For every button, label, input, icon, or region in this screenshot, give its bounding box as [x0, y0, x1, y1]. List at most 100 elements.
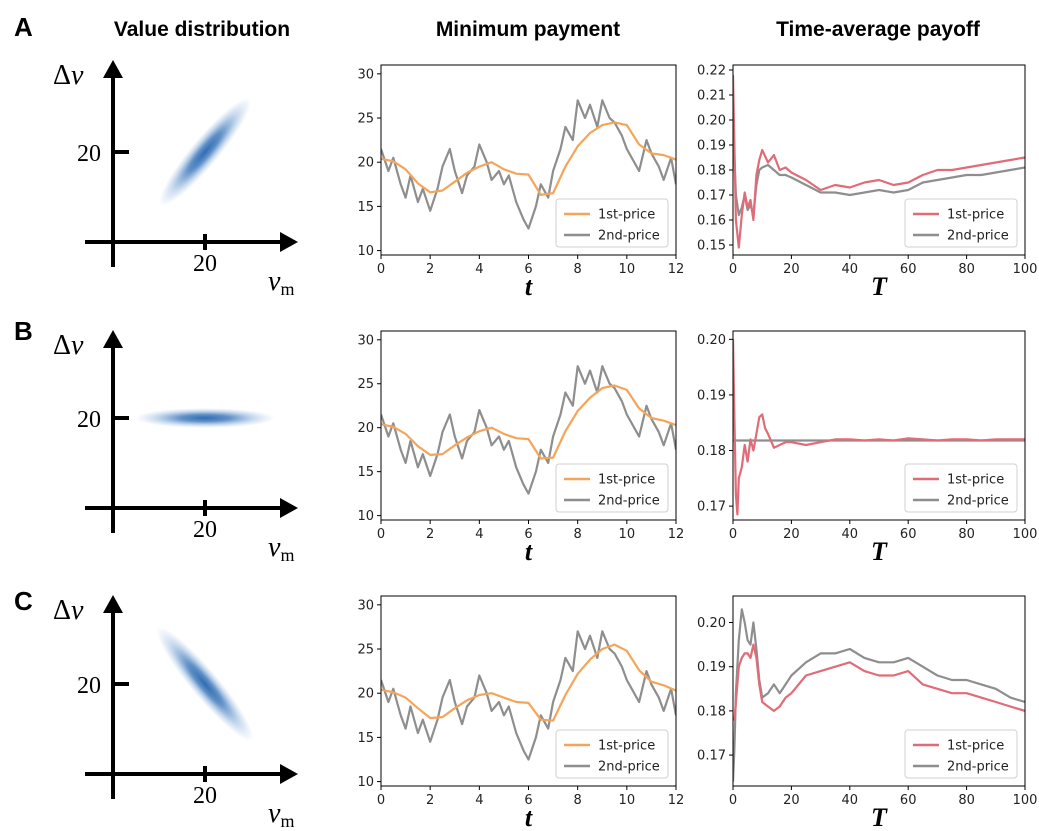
series-line-first-price [381, 384, 676, 460]
y-axis-label-var: v [71, 60, 84, 91]
y-tick-label: 0.20 [697, 333, 726, 348]
y-axis-label-var: v [71, 595, 84, 626]
y-tick-label: 0.17 [697, 749, 726, 764]
x-tick-label: 6 [524, 262, 532, 277]
series-line-first-price [733, 74, 1025, 249]
distribution-blob [156, 626, 254, 742]
x-tick-label: 4 [475, 262, 483, 277]
x-tick-label: 10 [619, 527, 636, 542]
distribution-blob [135, 408, 275, 428]
series-line-second-price [381, 630, 676, 761]
legend-label: 2nd-price [947, 760, 1009, 775]
x-tick-label: 20 [783, 527, 800, 542]
y-tick-label: 10 [357, 775, 374, 790]
payoff-chart-b: 0 20 40 60 80 100 0.17 0.18 0.19 0.20 T 1st-price 2n… [697, 330, 1038, 566]
y-tick-label: 0.15 [697, 239, 726, 254]
x-axis-label-sub: m [280, 279, 294, 299]
minimum-payment-chart-a: 0 2 4 6 8 10 12 10 15 20 25 30 t 1st-price 2nd-price [357, 64, 685, 301]
y-tick-label: 0.17 [697, 500, 726, 515]
y-tick-label: 20 [357, 421, 374, 436]
x-axis-label: T [871, 537, 888, 566]
x-tick-label: 80 [958, 527, 975, 542]
x-axis-label: vm [268, 532, 294, 565]
y-tick-label: 20 [77, 407, 101, 433]
series-line-first-price [381, 643, 676, 722]
x-tick-label: 40 [842, 793, 859, 808]
x-tick-label: 12 [668, 262, 685, 277]
x-axis-label-sub: m [280, 545, 294, 565]
x-tick-label: 0 [377, 527, 385, 542]
series-line-second-price [733, 119, 1025, 217]
x-axis-label-var: v [268, 266, 281, 297]
y-tick-label: 10 [357, 244, 374, 259]
y-tick-label: 0.22 [697, 64, 726, 79]
x-axis-arrow-icon [280, 764, 298, 784]
x-axis-label-var: v [268, 532, 281, 563]
legend-label: 2nd-price [598, 229, 660, 244]
x-tick-label: 80 [958, 793, 975, 808]
x-tick-label: 40 [842, 262, 859, 277]
legend-label: 2nd-price [947, 494, 1009, 509]
y-tick-label: 25 [357, 643, 374, 658]
y-tick-label: 25 [357, 377, 374, 392]
x-tick-label: 100 [1013, 262, 1038, 277]
payoff-chart-c: 0 20 40 60 80 100 0.17 0.18 0.19 0.20 T 1st-price 2n… [697, 595, 1037, 831]
y-tick-label: 0.19 [697, 388, 726, 403]
y-tick-label: 0.17 [697, 189, 726, 204]
series-line-first-price [733, 339, 1025, 516]
x-tick-label: 12 [668, 527, 685, 542]
y-tick-label: 20 [77, 673, 101, 699]
x-tick-label: 0 [377, 793, 385, 808]
legend-label: 2nd-price [598, 494, 660, 509]
distribution-blob [158, 97, 252, 207]
x-tick-label: 60 [900, 527, 917, 542]
x-tick-label: 2 [426, 262, 434, 277]
x-tick-label: 8 [574, 262, 582, 277]
x-tick-label: 8 [574, 527, 582, 542]
x-tick-label: 4 [475, 527, 483, 542]
x-tick-label: 20 [193, 783, 217, 809]
x-tick-label: 60 [900, 793, 917, 808]
x-axis-label-sub: m [280, 811, 294, 831]
x-axis-label: vm [268, 266, 294, 299]
legend-label: 1st-price [947, 208, 1004, 223]
x-axis-label: t [525, 803, 533, 831]
column-title-payment: Minimum payment [436, 18, 620, 41]
y-tick-label: 15 [357, 731, 374, 746]
series-line-second-price [733, 608, 1025, 782]
legend-label: 1st-price [947, 739, 1004, 754]
y-axis-label: Δv [53, 60, 84, 91]
x-tick-label: 4 [475, 793, 483, 808]
x-tick-label: 0 [377, 262, 385, 277]
y-axis-label-var: v [71, 330, 84, 361]
panel-label-a: A [14, 12, 33, 42]
panel-label-b: B [14, 316, 33, 346]
y-tick-label: 10 [357, 509, 374, 524]
x-tick-label: 6 [524, 527, 532, 542]
legend-label: 1st-price [598, 473, 655, 488]
y-axis-arrow-icon [103, 60, 123, 78]
legend-label: 1st-price [947, 473, 1004, 488]
y-axis-label-symbol: Δ [53, 595, 71, 626]
y-axis-label: Δv [53, 330, 84, 361]
y-tick-label: 30 [357, 598, 374, 613]
legend-label: 2nd-price [947, 229, 1009, 244]
x-axis-label: T [871, 272, 888, 301]
legend-label: 1st-price [598, 739, 655, 754]
y-axis-arrow-icon [103, 330, 123, 348]
x-tick-label: 20 [193, 251, 217, 277]
y-tick-label: 15 [357, 465, 374, 480]
y-tick-label: 0.21 [697, 89, 726, 104]
x-tick-label: 10 [619, 793, 636, 808]
x-tick-label: 100 [1013, 527, 1038, 542]
y-tick-label: 0.20 [697, 114, 726, 129]
x-tick-label: 0 [729, 262, 737, 277]
x-axis-arrow-icon [280, 232, 298, 252]
y-tick-label: 0.20 [697, 616, 726, 631]
x-axis-label-var: v [268, 798, 281, 829]
y-tick-label: 0.18 [697, 704, 726, 719]
x-axis-label: t [525, 272, 533, 301]
